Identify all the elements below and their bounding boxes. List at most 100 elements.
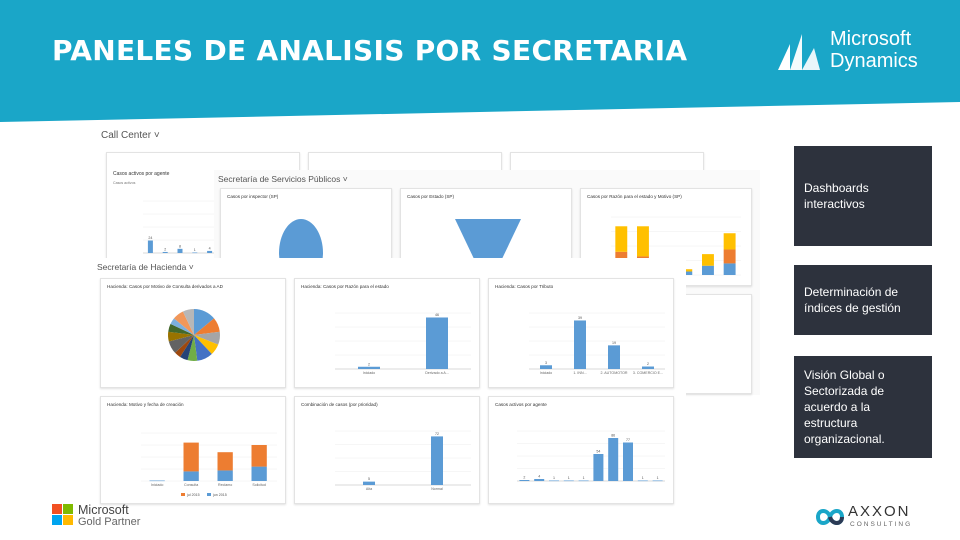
bar — [723, 249, 736, 264]
tile-title: Hacienda: Motivo y fecha de creación — [107, 402, 184, 407]
pie-slice — [173, 311, 194, 335]
servicios-label[interactable]: Secretaría de Servicios Públicos ˅ — [218, 174, 348, 184]
bar — [652, 480, 663, 482]
bar — [680, 269, 693, 272]
data-label: 72 — [435, 432, 439, 436]
hac-tile-agente[interactable]: Casos activos por agente 2 4 1 1 1 54 86 77 1 1 — [488, 396, 674, 504]
tick-label: Alta — [366, 487, 372, 491]
info-text: Determinación de índices de gestión — [804, 285, 901, 315]
data-label: 86 — [611, 434, 615, 438]
tile-title: Casos por Estado (SP) — [407, 194, 454, 199]
data-label: 24 — [148, 236, 152, 240]
hac-prioridad-bar-chart: 5 72 Alta Normal — [335, 430, 471, 491]
hac-agente-bar-chart: 2 4 1 1 1 54 86 77 1 1 — [517, 430, 665, 482]
chevron-down-icon: ˅ — [342, 174, 348, 184]
tick-label: 1. INN... — [573, 371, 586, 375]
tick-label: Iniciado — [363, 371, 375, 375]
data-label: 4 — [538, 475, 540, 479]
microsoft-gold-partner-logo: Microsoft Gold Partner — [52, 502, 162, 530]
hac-pie-chart — [168, 309, 220, 361]
data-label: 1 — [553, 476, 555, 480]
tile-title: Casos por inspector (SP) — [227, 194, 279, 199]
axxon-sub: CONSULTING — [850, 521, 913, 528]
data-label: 8 — [179, 244, 181, 248]
data-label: 39 — [578, 316, 582, 320]
bar — [426, 317, 448, 369]
axxon-name: AXXON — [848, 503, 911, 520]
hac-tile-tributo[interactable]: Hacienda: Casos por Tributo 3 39 19 2 Inicia… — [488, 278, 674, 388]
info-box-vision-global: Visión Global o Sectorizada de acuerdo a… — [794, 356, 932, 458]
dynamics-logo-icon — [778, 34, 820, 70]
pie-slice — [182, 309, 194, 335]
tile-title: Hacienda: Casos por Motivo de Consulta d… — [107, 284, 223, 289]
tile-title: Casos activos por agente — [495, 402, 547, 407]
tick-label: 2. AUTOMOTOR — [600, 371, 627, 375]
tick-label: Consulta — [184, 483, 198, 487]
data-label: 1 — [583, 476, 585, 480]
data-label: 77 — [626, 438, 630, 442]
hac-tile-motivo[interactable]: Hacienda: Casos por Motivo de Consulta d… — [100, 278, 286, 388]
bar — [147, 240, 153, 253]
hac-fecha-stacked-chart: Iniciado Consulta Reclamo Solicitud jul 2015… — [141, 432, 277, 497]
hac-tile-razon[interactable]: Hacienda: Casos por Razón para el estado… — [294, 278, 480, 388]
bar — [183, 442, 199, 472]
bar — [207, 250, 213, 253]
bar — [363, 481, 375, 485]
bar — [563, 480, 574, 482]
pie-slice — [187, 335, 198, 361]
dynamics-logo-line1: Microsoft — [830, 28, 912, 50]
chevron-down-icon: ˅ — [153, 130, 160, 141]
bar — [519, 480, 530, 481]
bar — [358, 366, 380, 369]
bar — [162, 251, 168, 253]
tile-title: Hacienda: Casos por Tributo — [495, 284, 554, 289]
slide-title: PANELES DE ANALISIS POR SECRETARIA — [52, 34, 688, 67]
bar — [637, 226, 649, 257]
bar — [593, 454, 604, 481]
data-label: 1 — [194, 248, 196, 252]
header-banner — [0, 0, 960, 122]
hac-tributo-bar-chart: 3 39 19 2 Iniciado 1. INN... 2. AUTOMOTOR 3. CO… — [529, 312, 665, 375]
hac-razon-bar-chart: 2 46 Iniciado Derivado a A... — [335, 312, 471, 375]
pie-slice — [194, 309, 215, 335]
dynamics-logo-line2: Dynamics — [830, 50, 918, 72]
tick-label: 3. COMERCIO E... — [633, 371, 663, 375]
tick-label: Normal — [431, 487, 443, 491]
hac-tile-fecha[interactable]: Hacienda: Motivo y fecha de creación Ini… — [100, 396, 286, 504]
tick-label: Solicitud — [252, 483, 266, 487]
legend-label: jun 2015 — [212, 493, 227, 497]
bar — [177, 248, 183, 253]
hac-tile-prioridad[interactable]: Combinación de casos (por prioridad) 5 72… — [294, 396, 480, 504]
bar — [702, 265, 714, 275]
bar — [149, 480, 165, 482]
tick-label: Derivado a A... — [425, 371, 449, 375]
call-center-label[interactable]: Call Center ˅ — [101, 130, 160, 141]
pie-slice — [168, 323, 194, 335]
data-label: 3 — [545, 361, 547, 365]
bar — [642, 366, 654, 369]
info-text: Dashboards interactivos — [804, 181, 869, 211]
legend-swatch — [207, 493, 211, 496]
hacienda-label[interactable]: Secretaría de Hacienda ˅ — [97, 262, 194, 272]
bar — [615, 226, 628, 252]
bar — [608, 438, 619, 481]
data-label: 1 — [657, 476, 659, 480]
data-label: 2 — [368, 362, 370, 366]
chevron-down-icon: ˅ — [188, 262, 194, 272]
tile-title: Combinación de casos (por prioridad) — [301, 402, 378, 407]
pie-slice — [168, 331, 194, 342]
bar — [251, 445, 267, 467]
bar — [431, 436, 443, 485]
bar — [549, 480, 559, 482]
bar — [637, 480, 648, 482]
info-box-indices: Determinación de índices de gestión — [794, 265, 932, 335]
legend-label: jul 2015 — [186, 493, 200, 497]
bar — [578, 480, 589, 482]
data-label: 5 — [368, 477, 370, 481]
pie-slice — [194, 335, 212, 361]
tick-label: Iniciado — [540, 371, 552, 375]
pie-slice — [194, 335, 219, 354]
tile-subtitle: Casos activos — [113, 181, 136, 185]
hacienda-screen: Secretaría de Hacienda ˅ Hacienda: Casos… — [92, 258, 686, 506]
pie-slice — [170, 318, 194, 335]
